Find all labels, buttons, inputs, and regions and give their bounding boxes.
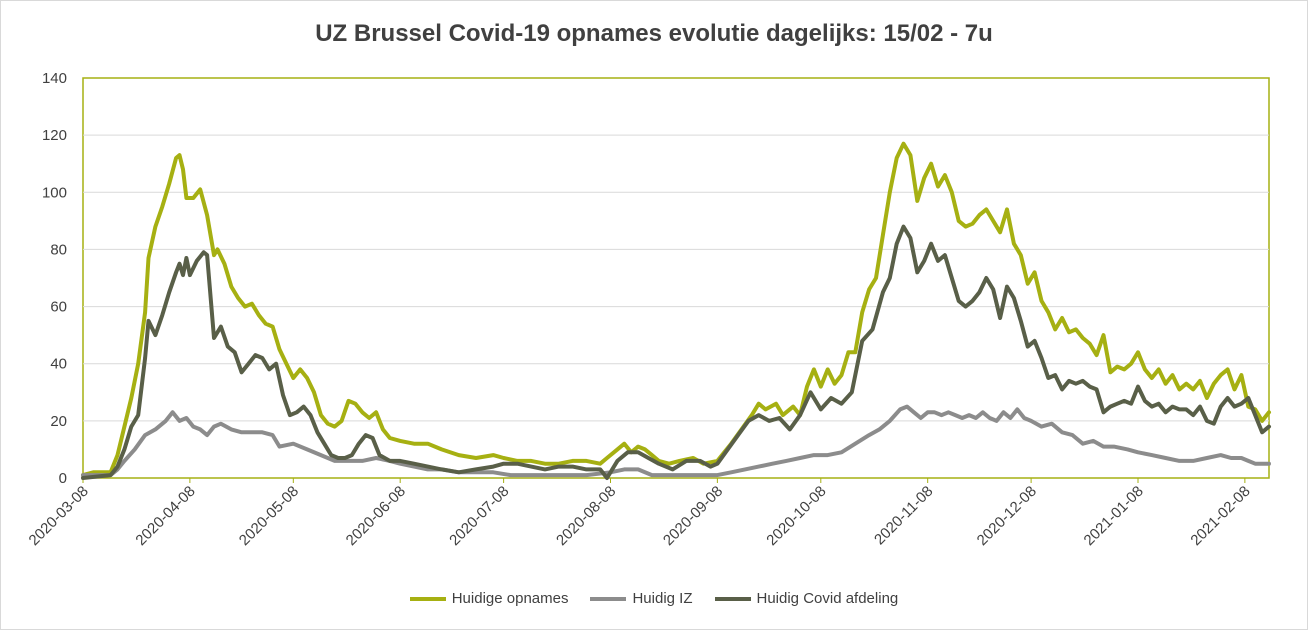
gridlines (83, 134, 1269, 422)
legend-swatch (714, 596, 751, 601)
x-tick-label: 2020-03-08 (26, 483, 92, 549)
x-tick-label: 2020-10-08 (763, 483, 829, 549)
series-line-3 (81, 224, 1271, 480)
y-tick-label: 0 (59, 470, 67, 487)
legend-item: Huidig Covid afdeling (714, 590, 899, 607)
y-tick-label: 120 (42, 127, 67, 144)
x-tick-label: 2021-02-08 (1187, 483, 1253, 549)
legend: Huidige opnames Huidig IZ Huidig Covid afd… (0, 590, 1308, 607)
legend-label: Huidig IZ (632, 590, 693, 607)
legend-label: Huidig Covid afdeling (756, 590, 899, 607)
y-tick-label: 80 (50, 241, 67, 258)
chart-title: UZ Brussel Covid-19 opnames evolutie dag… (315, 20, 993, 47)
x-tick-label: 2020-11-08 (871, 483, 936, 548)
x-tick-label: 2020-04-08 (132, 483, 198, 549)
legend-label: Huidige opnames (451, 590, 569, 607)
x-axis-ticks: 2020-03-08 2020-04-08 2020-05-08 2020-06-08… (26, 478, 1254, 549)
x-tick-label: 2021-01-08 (1081, 483, 1147, 549)
series-line-2 (81, 404, 1271, 478)
x-tick-label: 2020-09-08 (660, 483, 726, 549)
x-tick-label: 2020-08-08 (553, 483, 619, 549)
y-tick-label: 40 (50, 356, 67, 373)
x-tick-label: 2020-05-08 (236, 483, 302, 549)
legend-item: Huidige opnames (409, 590, 569, 607)
legend-item: Huidig IZ (590, 590, 693, 607)
plot-area (82, 77, 1270, 479)
legend-swatch (409, 596, 446, 601)
series-line-1 (81, 141, 1271, 478)
y-tick-label: 20 (50, 413, 67, 430)
x-tick-label: 2020-12-08 (974, 483, 1040, 549)
legend-swatch (590, 596, 627, 601)
y-tick-label: 60 (50, 299, 67, 316)
y-tick-label: 100 (42, 184, 67, 201)
x-tick-label: 2020-06-08 (343, 483, 409, 549)
y-tick-label: 140 (42, 70, 67, 87)
series-lines (81, 141, 1271, 480)
x-tick-label: 2020-07-08 (446, 483, 512, 549)
y-axis-ticks: 0 20 40 60 80 100 120 140 (42, 70, 67, 487)
